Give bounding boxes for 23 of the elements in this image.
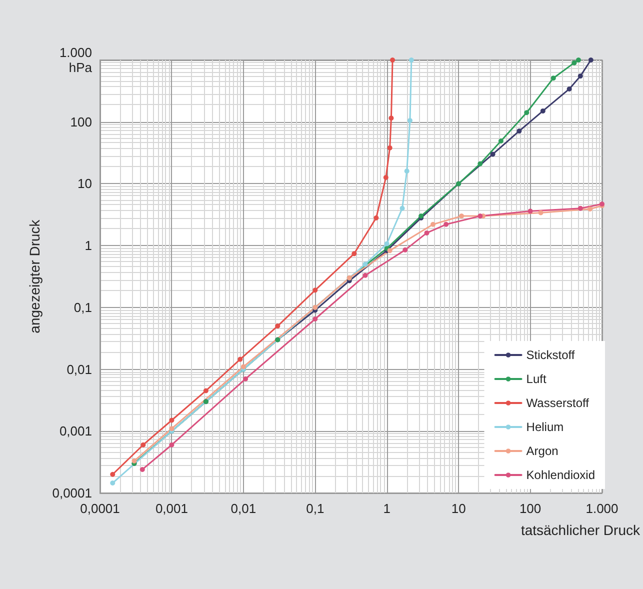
y-tick-label: 0,0001 — [52, 486, 92, 500]
x-tick-label: 10 — [451, 501, 466, 516]
legend-label: Luft — [526, 372, 547, 386]
y-tick-label: 1 — [84, 238, 92, 254]
y-tick-label: 0,001 — [59, 424, 92, 439]
legend-label: Helium — [526, 420, 564, 434]
y-tick-label: 0,01 — [66, 362, 92, 377]
y-tick-label: 1.000 hPa — [59, 45, 93, 75]
x-tick-label: 0,1 — [306, 501, 324, 516]
x-axis-title: tatsächlicher Druck — [520, 522, 641, 538]
x-tick-label: 1.000 — [586, 501, 618, 516]
x-tick-label: 100 — [519, 501, 542, 516]
legend-label: Wasserstoff — [526, 396, 590, 410]
legend-label: Kohlendioxid — [526, 468, 595, 482]
x-tick-label: 0,001 — [155, 501, 188, 516]
y-tick-label: 10 — [78, 176, 92, 192]
x-tick-label: 0,01 — [230, 501, 256, 516]
legend-label: Stickstoff — [526, 348, 576, 362]
legend-label: Argon — [526, 444, 558, 458]
y-axis-title: angezeigter Druck — [26, 218, 42, 334]
y-tick-label: 100 — [70, 114, 92, 130]
x-tick-label: 1 — [383, 501, 390, 516]
y-tick-label: 0,1 — [74, 300, 92, 315]
